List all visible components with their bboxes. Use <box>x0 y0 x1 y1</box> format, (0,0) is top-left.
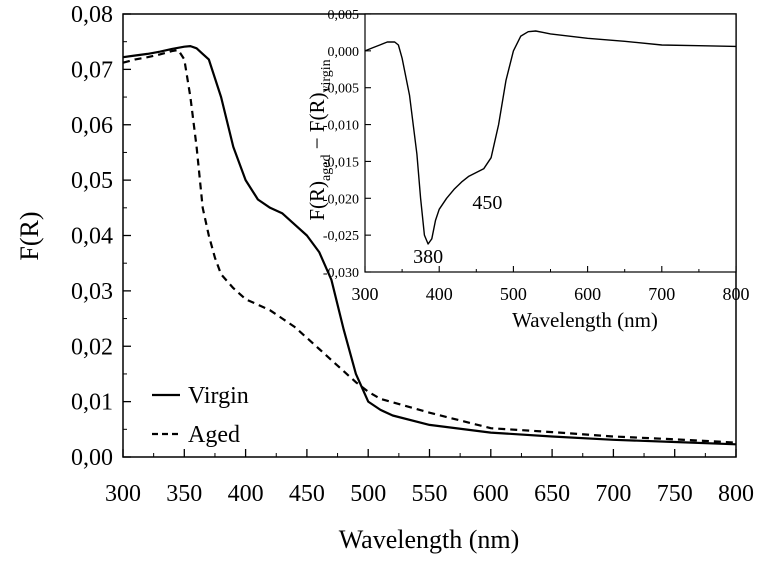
series-line-virgin <box>122 45 737 446</box>
main-x-tick-label: 400 <box>228 481 264 507</box>
inset-difference-line <box>364 30 737 245</box>
main-y-tick-label: 0,00 <box>71 445 113 471</box>
inset-y-axis-title: F(R)aged − F(R)virgin <box>305 59 334 220</box>
inset-x-tick-label: 800 <box>723 284 750 304</box>
inset-y-tick-label: 0,000 <box>328 45 360 60</box>
inset-y-tick-label: -0,025 <box>323 229 359 244</box>
main-x-tick-label: 600 <box>473 481 509 507</box>
inset-annotations: 380 450 <box>413 192 502 268</box>
main-y-tick-label: 0,02 <box>71 334 113 360</box>
main-x-axis-title: Wavelength (nm) <box>339 525 520 554</box>
main-x-tick-label: 800 <box>718 481 754 507</box>
inset-background <box>365 14 736 272</box>
inset-annotation-450: 450 <box>472 192 502 214</box>
inset-y-tick-label: 0,005 <box>328 8 360 23</box>
legend: Virgin Aged <box>152 383 249 448</box>
legend-aged-label: Aged <box>188 422 240 448</box>
series-line-aged <box>122 48 737 444</box>
inset-y-tick-label: -0,005 <box>323 82 359 97</box>
main-x-tick-label: 500 <box>350 481 386 507</box>
main-y-tick-label: 0,08 <box>71 2 113 28</box>
main-x-tick-label: 700 <box>595 481 631 507</box>
inset-lines <box>364 30 737 245</box>
main-x-tick-label: 300 <box>105 481 141 507</box>
inset-x-tick-label: 300 <box>352 284 379 304</box>
inset-y-tick-label: -0,020 <box>323 192 359 207</box>
main-y-tick-label: 0,01 <box>71 390 113 416</box>
inset-x-tick-label: 400 <box>426 284 453 304</box>
inset-x-tick-label: 500 <box>500 284 527 304</box>
main-x-tick-label: 350 <box>166 481 202 507</box>
main-y-tick-label: 0,07 <box>71 57 113 83</box>
main-x-tick-label: 450 <box>289 481 325 507</box>
main-lines <box>122 45 737 446</box>
main-y-tick-label: 0,05 <box>71 168 113 194</box>
inset-ticks: 300 400 500 600 700 800 -0,030 -0,025 -0,020 -0,0… <box>323 8 750 304</box>
inset-x-tick-label: 700 <box>648 284 675 304</box>
inset-y-tick-label: -0,015 <box>323 155 359 170</box>
inset-x-tick-label: 600 <box>574 284 601 304</box>
main-x-tick-label: 550 <box>412 481 448 507</box>
main-x-tick-label: 650 <box>534 481 570 507</box>
main-y-axis-title: F(R) <box>15 211 44 260</box>
main-plot: 300 350 400 450 500 550 600 650 700 750 800 0,00 0,0… <box>15 2 754 554</box>
inset-annotation-380: 380 <box>413 246 443 268</box>
main-y-tick-label: 0,06 <box>71 113 113 139</box>
inset-y-tick-label: -0,030 <box>323 266 359 281</box>
inset-plot: 300 400 500 600 700 800 -0,030 -0,025 -0,020 -0,0… <box>305 8 750 332</box>
main-ticks: 300 350 400 450 500 550 600 650 700 750 800 0,00 0,0… <box>71 2 754 507</box>
main-y-tick-label: 0,03 <box>71 279 113 305</box>
main-x-tick-label: 750 <box>657 481 693 507</box>
main-y-tick-label: 0,04 <box>71 224 113 250</box>
legend-virgin-label: Virgin <box>188 383 249 409</box>
inset-x-axis-title: Wavelength (nm) <box>512 308 658 332</box>
inset-y-tick-label: -0,010 <box>323 119 359 134</box>
